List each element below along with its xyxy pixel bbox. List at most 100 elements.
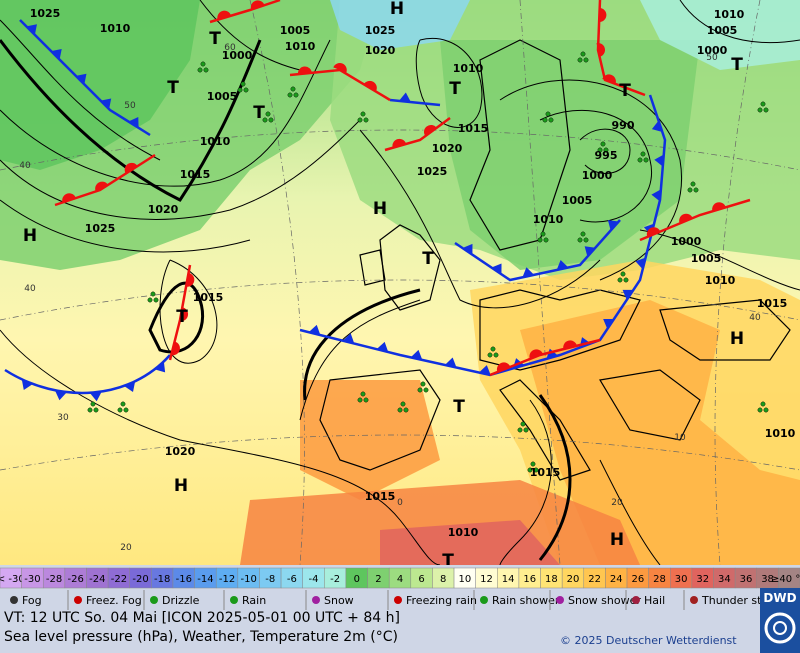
pressure-center: T	[422, 249, 434, 269]
rain-dot	[93, 407, 99, 413]
front-triangle	[654, 154, 664, 167]
pressure-label: 1000	[222, 49, 253, 62]
temperature-region	[520, 300, 800, 565]
weather-icon	[150, 596, 158, 604]
rain-dot	[542, 117, 548, 123]
rain-dot	[617, 277, 623, 283]
warm-front	[168, 264, 192, 361]
pressure-label: 1020	[148, 203, 179, 216]
front-semicircle	[599, 7, 607, 22]
front-triangle	[51, 48, 62, 60]
valid-time: VT: 12 UTC So. 04 Mai [ICON 2025-05-01 0…	[4, 610, 400, 626]
rain-dot	[517, 427, 523, 433]
front-triangle	[546, 348, 559, 359]
isobar	[0, 119, 361, 220]
front-triangle	[607, 220, 619, 231]
scale-label: -26	[68, 574, 84, 585]
pressure-center: H	[390, 0, 404, 19]
pressure-center: H	[373, 199, 387, 219]
scale-label: 8	[440, 574, 446, 585]
scale-label: -10	[240, 574, 256, 585]
isobar	[599, 459, 661, 566]
weather-icon	[312, 596, 320, 604]
rain-dot	[357, 397, 363, 403]
pressure-center: T	[176, 307, 188, 327]
rain-dot	[693, 187, 699, 193]
description: Sea level pressure (hPa), Weather, Tempe…	[4, 629, 398, 645]
scale-label: 24	[610, 574, 623, 585]
scale-label: 20	[567, 574, 580, 585]
pressure-label: 1020	[365, 44, 396, 57]
scale-label: 16	[523, 574, 536, 585]
isotherm-label: 10	[674, 433, 686, 443]
rain-dot	[577, 237, 583, 243]
scale-label: -22	[111, 574, 127, 585]
rain-dot	[265, 111, 271, 117]
rain-dot	[527, 467, 533, 473]
isotherm-label: 20	[611, 498, 623, 508]
pressure-center: T	[253, 103, 265, 123]
warm-front	[596, 0, 646, 97]
rain-dot	[90, 401, 96, 407]
front-semicircle	[602, 74, 616, 84]
pressure-center: T	[619, 81, 631, 101]
isobar	[0, 39, 331, 187]
weather-icon	[230, 596, 238, 604]
front-triangle	[491, 263, 502, 275]
pressure-center: T	[167, 78, 179, 98]
rain-dot	[417, 387, 423, 393]
scale-label: 22	[588, 574, 601, 585]
weather-icon	[74, 596, 82, 604]
pressure-label: 1000	[671, 235, 702, 248]
pressure-center: H	[23, 226, 37, 246]
rain-dot	[150, 291, 156, 297]
pressure-label: 1010	[714, 8, 745, 21]
rain-dot	[197, 67, 203, 73]
rain-dot	[290, 86, 296, 92]
pressure-center: T	[453, 397, 465, 417]
isobar	[679, 0, 800, 44]
front-triangle	[622, 289, 634, 300]
rain-dot	[237, 87, 243, 93]
rain-dot	[577, 57, 583, 63]
front-triangle	[21, 379, 33, 390]
pressure-label: 1010	[285, 40, 316, 53]
scale-label: 4	[397, 574, 403, 585]
scale-label: -16	[176, 574, 192, 585]
rain-dot	[360, 391, 366, 397]
isobar	[159, 259, 218, 364]
front-semicircle	[596, 42, 605, 57]
scale-label: 6	[418, 574, 424, 585]
front-triangle	[444, 357, 457, 368]
pressure-label: 1015	[757, 297, 788, 310]
rain-dot	[523, 427, 529, 433]
rain-dot	[357, 117, 363, 123]
isobar-bold	[303, 288, 421, 401]
pressure-label: 1005	[562, 194, 593, 207]
pressure-label: 1025	[85, 222, 116, 235]
front-triangle	[478, 365, 491, 376]
front-semicircle	[171, 341, 180, 356]
legend-item: Fog	[22, 594, 42, 607]
front-triangle	[398, 92, 411, 103]
legend-item: Freez. Fog	[86, 594, 142, 607]
rain-dot	[600, 141, 606, 147]
pressure-center: H	[610, 530, 624, 550]
weather-icon	[690, 596, 698, 604]
legend-item: Hail	[644, 594, 665, 607]
rain-dot	[545, 111, 551, 117]
pressure-label: 1010	[200, 135, 231, 148]
rain-dot	[268, 117, 274, 123]
scale-label: -12	[219, 574, 235, 585]
rain-dot	[537, 237, 543, 243]
pressure-label: 1010	[533, 213, 564, 226]
temperature-region	[330, 0, 470, 50]
cold-front	[19, 19, 151, 137]
rain-dot	[583, 57, 589, 63]
front-semicircle	[423, 124, 437, 137]
front-triangle	[376, 341, 389, 353]
isobar	[639, 229, 800, 291]
rain-dot	[397, 407, 403, 413]
coastline	[319, 369, 441, 471]
